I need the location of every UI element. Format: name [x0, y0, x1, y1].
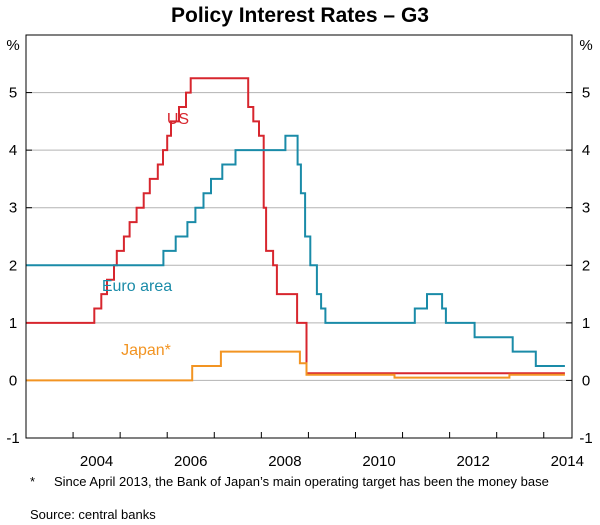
series-label-us: US	[167, 111, 189, 128]
y-tick-left--1: -1	[6, 430, 19, 447]
y-tick-right-2: 2	[582, 257, 590, 274]
series-group	[26, 77, 565, 382]
y-tick-labels: -1 -1 0 0 1 1 2 2 3 3 4 4 5 5	[6, 85, 592, 447]
y-tick-left-5: 5	[9, 85, 17, 102]
source-note: Source: central banks	[30, 507, 156, 522]
x-tick-2010: 2010	[362, 453, 395, 470]
y-tick-right-4: 4	[582, 142, 590, 159]
y-tick-right-5: 5	[582, 85, 590, 102]
y-tick-left-3: 3	[9, 200, 17, 217]
series-line-japan	[26, 350, 565, 382]
y-tick-right--1: -1	[579, 430, 592, 447]
x-tick-2012: 2012	[456, 453, 489, 470]
x-tick-2008: 2008	[268, 453, 301, 470]
y-tick-right-0: 0	[582, 372, 590, 389]
series-label-japan: Japan*	[121, 342, 171, 359]
x-tick-labels: 2004 2006 2008 2010 2012 2014	[80, 453, 584, 470]
series-labels: US Euro area Japan*	[102, 111, 189, 359]
y-tick-left-1: 1	[9, 315, 17, 332]
x-tick-2006: 2006	[174, 453, 207, 470]
y-tick-left-2: 2	[9, 257, 17, 274]
y-tick-left-4: 4	[9, 142, 17, 159]
x-tick-2004: 2004	[80, 453, 113, 470]
series-line-us	[26, 77, 565, 375]
y-unit-right: %	[579, 37, 592, 54]
y-unit-left: %	[6, 37, 19, 54]
plot-frame	[25, 34, 573, 439]
chart-title: Policy Interest Rates – G3	[171, 4, 429, 27]
y-tick-left-0: 0	[9, 372, 17, 389]
y-tick-right-3: 3	[582, 200, 590, 217]
footnote-marker: *	[30, 474, 36, 489]
series-line-euro-area	[26, 134, 565, 367]
y-tick-right-1: 1	[582, 315, 590, 332]
series-label-euro-area: Euro area	[102, 278, 172, 295]
x-tick-2014: 2014	[551, 453, 584, 470]
footnote: Since April 2013, the Bank of Japan’s ma…	[54, 474, 549, 489]
